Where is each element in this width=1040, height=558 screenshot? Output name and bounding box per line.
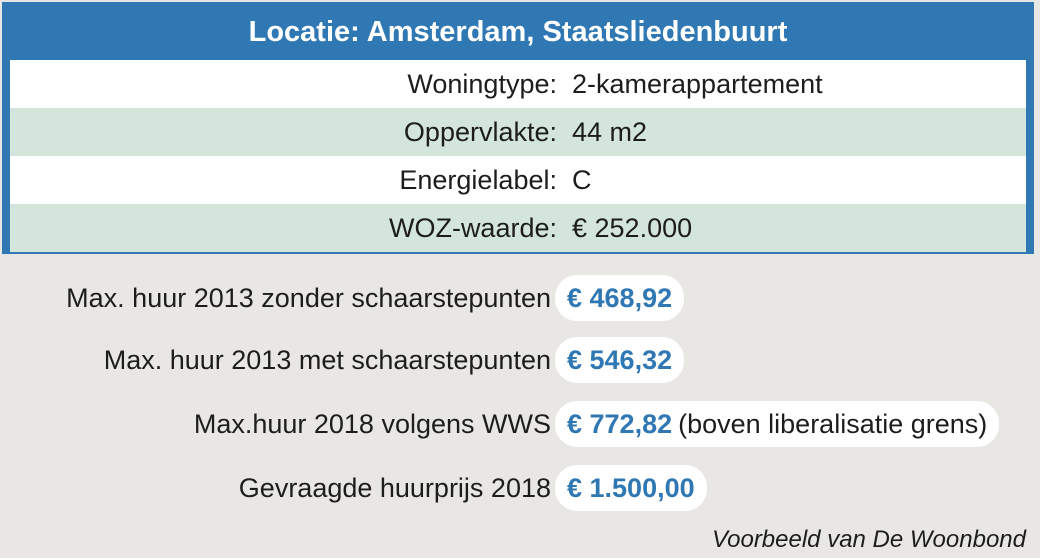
- property-value: C: [572, 164, 592, 195]
- rent-row-gevraagd: Gevraagde huurprijs 2018 € 1.500,00: [0, 465, 707, 511]
- rent-amount: € 546,32: [567, 345, 673, 375]
- property-label: Energielabel:: [399, 164, 557, 195]
- card-title: Locatie: Amsterdam, Staatsliedenbuurt: [248, 16, 788, 48]
- rent-label: Max. huur 2013 zonder schaarstepunten: [66, 282, 551, 313]
- property-label: Oppervlakte:: [403, 116, 557, 147]
- rent-row-2013-met: Max. huur 2013 met schaarstepunten € 546…: [0, 337, 685, 383]
- rent-amount: € 772,82: [567, 409, 673, 439]
- source-credit: Voorbeeld van De Woonbond: [712, 526, 1026, 553]
- rent-amount-badge: € 468,92: [555, 275, 685, 321]
- property-row-energielabel: Energielabel: C: [10, 156, 1026, 204]
- property-row-oppervlakte: Oppervlakte: 44 m2: [10, 108, 1026, 156]
- location-card: Locatie: Amsterdam, Staatsliedenbuurt Wo…: [2, 2, 1034, 254]
- property-value: 44 m2: [572, 116, 648, 147]
- rent-note: (boven liberalisatie grens): [678, 409, 988, 439]
- rent-label: Max.huur 2018 volgens WWS: [193, 408, 551, 439]
- rent-label: Gevraagde huurprijs 2018: [238, 472, 551, 503]
- rent-amount: € 468,92: [567, 283, 673, 313]
- property-value: € 252.000: [572, 212, 693, 243]
- rent-amount: € 1.500,00: [567, 473, 695, 503]
- property-row-woningtype: Woningtype: 2-kamerappartement: [10, 60, 1026, 108]
- rent-amount-badge: € 1.500,00: [555, 465, 707, 511]
- property-value: 2-kamerappartement: [572, 68, 823, 99]
- property-label: Woningtype:: [407, 68, 557, 99]
- rent-amount-badge: € 772,82 (boven liberalisatie grens): [555, 401, 1000, 447]
- rent-amount-badge: € 546,32: [555, 337, 685, 383]
- property-row-woz-waarde: WOZ-waarde: € 252.000: [10, 204, 1026, 252]
- rent-label: Max. huur 2013 met schaarstepunten: [103, 344, 551, 375]
- property-label: WOZ-waarde:: [388, 212, 557, 243]
- property-table: Woningtype: 2-kamerappartement Oppervlak…: [10, 60, 1026, 252]
- rent-row-2018-wws: Max.huur 2018 volgens WWS € 772,82 (boven…: [0, 401, 1000, 447]
- rent-row-2013-zonder: Max. huur 2013 zonder schaarstepunten € …: [0, 275, 685, 321]
